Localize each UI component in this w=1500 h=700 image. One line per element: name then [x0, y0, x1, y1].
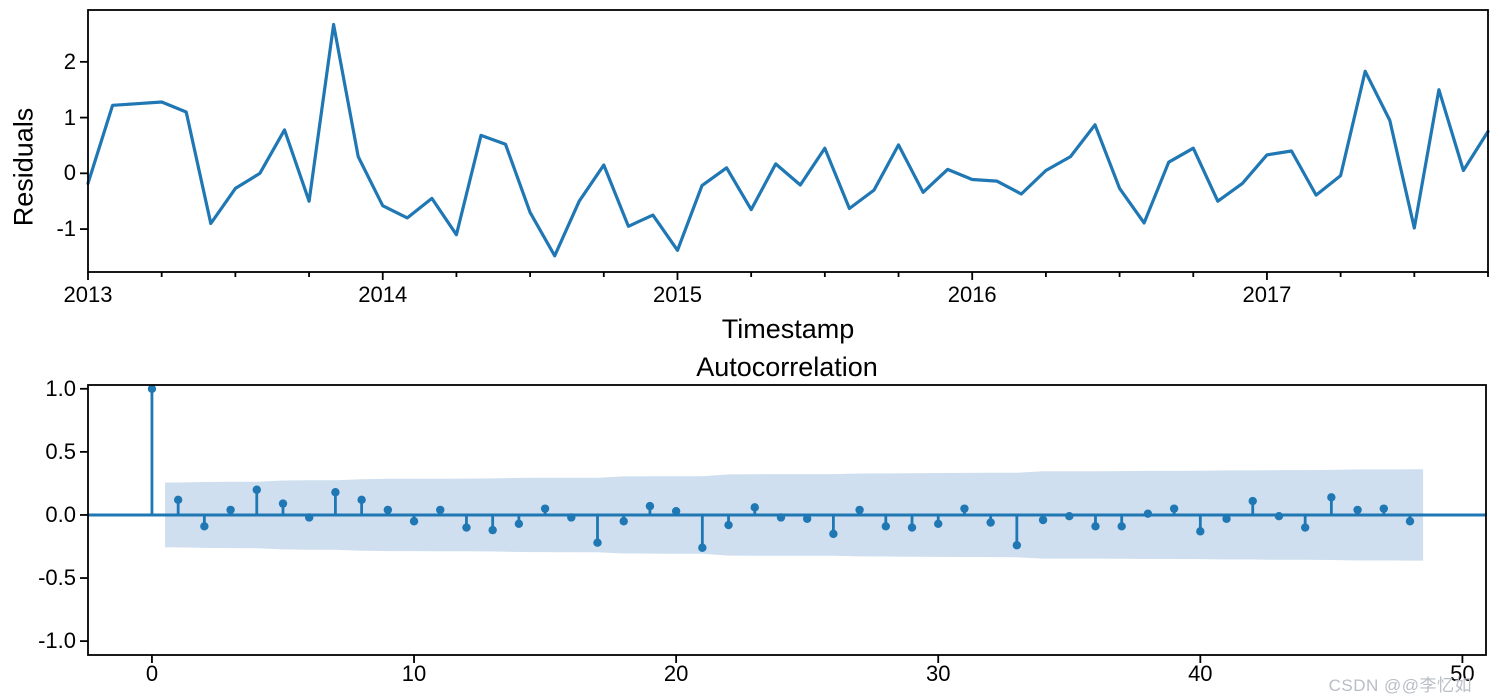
- top-y-tick-label: 1: [63, 104, 76, 130]
- acf-y-tick-label: 1.0: [45, 375, 76, 401]
- acf-marker: [724, 520, 733, 530]
- acf-marker: [147, 384, 157, 393]
- acf-x-tick-label: 40: [1188, 661, 1213, 686]
- acf-marker: [462, 523, 471, 532]
- acf-marker: [514, 519, 524, 528]
- acf-marker: [855, 505, 864, 515]
- acf-x-tick-label: 50: [1450, 661, 1475, 686]
- top-x-axis-label: Timestamp: [721, 314, 855, 344]
- top-y-tick-label: -1: [56, 216, 76, 242]
- acf-plot-title: Autocorrelation: [696, 352, 878, 382]
- acf-marker: [1117, 522, 1126, 531]
- acf-marker: [540, 504, 550, 513]
- acf-marker: [1012, 541, 1022, 550]
- acf-marker: [1222, 514, 1231, 523]
- acf-marker: [226, 505, 235, 515]
- acf-x-tick-label: 20: [663, 661, 689, 686]
- acf-marker: [645, 501, 655, 511]
- acf-marker: [802, 514, 812, 523]
- acf-marker: [619, 517, 628, 526]
- acf-x-tick-label: 30: [925, 661, 951, 686]
- acf-y-tick-label: -0.5: [38, 565, 76, 591]
- acf-marker: [252, 485, 261, 494]
- acf-marker: [1065, 512, 1074, 521]
- acf-y-tick-label: -1.0: [38, 628, 76, 654]
- acf-marker: [1169, 504, 1179, 513]
- acf-marker: [1038, 515, 1048, 525]
- acf-marker: [1248, 496, 1257, 506]
- acf-marker: [1091, 522, 1100, 531]
- acf-marker: [331, 488, 340, 497]
- acf-marker: [1196, 527, 1205, 536]
- acf-marker: [960, 504, 969, 513]
- acf-marker: [305, 513, 314, 522]
- top-x-tick-label: 2016: [947, 282, 997, 307]
- acf-marker: [829, 529, 838, 539]
- top-x-tick-label: 2017: [1242, 282, 1292, 307]
- acf-marker: [488, 525, 497, 535]
- acf-marker: [436, 505, 445, 515]
- acf-marker: [1300, 523, 1310, 532]
- top-y-tick-label: 0: [63, 160, 76, 186]
- top-y-tick-label: 2: [63, 48, 76, 74]
- acf-marker: [907, 523, 917, 532]
- watermark-text: CSDN @@李忆如: [1328, 676, 1472, 695]
- top-x-tick-label: 2015: [652, 282, 702, 307]
- acf-marker: [698, 543, 707, 552]
- top-x-tick-label: 2014: [358, 282, 408, 307]
- acf-marker: [1379, 504, 1388, 513]
- acf-marker: [593, 538, 602, 547]
- acf-y-tick-label: 0.5: [45, 438, 76, 464]
- acf-marker: [1353, 505, 1362, 515]
- acf-x-tick-label: 0: [145, 661, 159, 686]
- acf-marker: [1327, 493, 1336, 502]
- acf-marker: [881, 522, 891, 531]
- acf-marker: [200, 522, 209, 531]
- acf-marker: [1405, 517, 1415, 526]
- acf-marker: [1274, 512, 1284, 521]
- acf-marker: [567, 513, 576, 522]
- acf-marker: [1143, 509, 1153, 518]
- top-plot-spines: [87, 9, 1489, 273]
- acf-marker: [409, 517, 419, 526]
- acf-marker: [986, 518, 995, 527]
- acf-plot-spines: [87, 384, 1487, 656]
- acf-marker: [750, 503, 759, 512]
- acf-marker: [278, 499, 288, 508]
- top-y-axis-label: Residuals: [8, 107, 39, 227]
- acf-marker: [776, 513, 786, 522]
- acf-marker: [934, 519, 943, 528]
- acf-marker: [173, 495, 183, 505]
- top-x-tick-label: 2013: [63, 282, 113, 307]
- residuals-line: [86, 22, 1490, 258]
- acf-marker: [357, 495, 366, 505]
- acf-marker: [671, 506, 681, 516]
- acf-y-tick-label: 0.0: [45, 501, 76, 527]
- acf-marker: [383, 505, 393, 515]
- acf-x-tick-label: 10: [401, 661, 427, 686]
